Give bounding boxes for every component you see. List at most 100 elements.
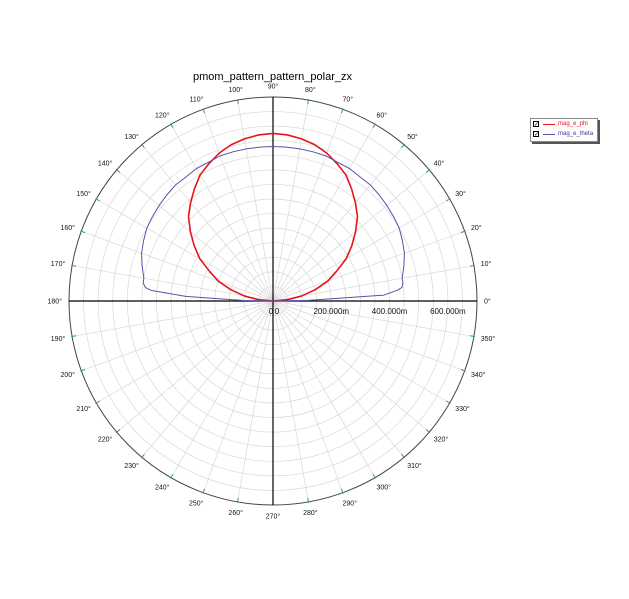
angle-tick-mark [340, 108, 344, 114]
grid-spoke [170, 300, 274, 478]
labels-layer: 0° 10° 20° 30° 40° 50° 60° 70° 80° 90° 100° 110° 120… [48, 83, 496, 521]
grid-spoke [96, 300, 274, 404]
angle-tick-label: 240° [155, 484, 170, 492]
radial-tick-label: 400.000m [372, 307, 408, 316]
angle-tick-mark [425, 429, 431, 434]
legend-label: mag_e_theta [558, 131, 594, 137]
legend-swatch-mag-e-theta [543, 134, 555, 135]
grid-spoke [202, 109, 274, 302]
angle-tick-label: 130° [124, 133, 139, 141]
legend: ✓ mag_e_phi ✓ mag_e_theta [530, 118, 598, 142]
angle-tick-label: 20° [471, 224, 482, 232]
angle-tick-label: 70° [343, 95, 354, 103]
angle-tick-label: 100° [228, 86, 243, 94]
grid-spoke [272, 300, 465, 372]
angle-tick-label: 340° [471, 371, 486, 379]
angle-tick-label: 180° [48, 298, 63, 306]
grid-spoke [272, 198, 450, 302]
legend-swatch-mag-e-phi [543, 124, 555, 125]
radial-tick-label: 0 [269, 307, 274, 316]
legend-checkbox-mag-e-phi[interactable]: ✓ [533, 121, 540, 128]
grid-spoke [72, 265, 274, 302]
angle-tick-label: 290° [343, 500, 358, 508]
angle-tick-label: 350° [481, 335, 496, 343]
angle-tick-label: 60° [377, 111, 388, 119]
grid-spoke [272, 300, 376, 478]
angle-tick-label: 120° [155, 111, 170, 119]
angle-tick-mark [307, 99, 310, 105]
grid-spoke [202, 300, 274, 493]
angle-tick-mark [115, 429, 121, 434]
angle-tick-mark [95, 198, 101, 202]
radial-tick-label: 0 [275, 307, 280, 316]
angle-tick-mark [445, 400, 451, 404]
grid-spoke [272, 300, 344, 493]
grid-spoke [237, 300, 274, 502]
angle-tick-label: 30° [455, 190, 466, 198]
angle-tick-mark [80, 230, 86, 234]
angle-tick-label: 80° [305, 86, 316, 94]
angle-tick-label: 190° [51, 335, 66, 343]
angle-tick-mark [307, 497, 310, 503]
angle-tick-label: 310° [407, 462, 422, 470]
angle-tick-label: 300° [377, 484, 392, 492]
grid-spoke [170, 124, 274, 302]
grid-spoke [116, 300, 274, 433]
grid-spoke [272, 100, 309, 302]
angle-tick-mark [372, 123, 376, 129]
angle-tick-label: 140° [98, 159, 113, 167]
angle-tick-mark [202, 108, 206, 114]
angle-tick-mark [445, 198, 451, 202]
angle-tick-label: 200° [60, 371, 75, 379]
angle-tick-mark [140, 143, 145, 149]
grid-spoke [272, 300, 450, 404]
grid-spoke [141, 300, 274, 458]
angle-tick-mark [372, 473, 376, 479]
angle-tick-label: 220° [98, 436, 113, 444]
legend-label: mag_e_phi [558, 121, 588, 127]
angle-tick-mark [460, 230, 466, 234]
grid-spoke [272, 230, 465, 302]
angle-tick-label: 330° [455, 405, 470, 413]
angle-ticks [71, 99, 475, 503]
legend-item-mag-e-theta[interactable]: ✓ mag_e_theta [533, 130, 597, 139]
angle-tick-label: 280° [303, 509, 318, 517]
legend-item-mag-e-phi[interactable]: ✓ mag_e_phi [533, 120, 597, 129]
grid-spoke [272, 265, 474, 302]
grid-spoke [96, 198, 274, 302]
angle-tick-mark [236, 497, 239, 503]
legend-checkbox-mag-e-theta[interactable]: ✓ [533, 131, 540, 138]
chart-title: pmom_pattern_pattern_polar_zx [193, 71, 352, 83]
angle-tick-label: 110° [190, 95, 204, 103]
series-line-mag-e-theta [141, 146, 405, 302]
angle-tick-label: 210° [76, 405, 91, 413]
angle-tick-mark [469, 335, 475, 338]
angle-tick-label: 160° [60, 224, 75, 232]
angle-tick-mark [340, 488, 344, 494]
angle-tick-mark [115, 168, 121, 173]
grid-spoke [272, 124, 376, 302]
grid-spoke [272, 300, 309, 502]
angle-tick-mark [95, 400, 101, 404]
angle-tick-label: 150° [76, 190, 91, 198]
grid-spoke [72, 300, 274, 337]
angle-tick-label: 0° [484, 298, 491, 306]
grid-spoke [272, 169, 430, 302]
angle-tick-mark [401, 453, 406, 459]
series-line-mag-e-phi [187, 132, 359, 302]
grid-spoke [81, 230, 274, 302]
angle-tick-label: 230° [124, 462, 139, 470]
grid-spoke [116, 169, 274, 302]
angle-tick-mark [80, 368, 86, 372]
angle-tick-mark [140, 453, 145, 459]
radial-tick-label: 600.000m [430, 307, 466, 316]
angle-tick-mark [425, 168, 431, 173]
angle-tick-mark [460, 368, 466, 372]
angle-tick-mark [202, 488, 206, 494]
grid-spoke [141, 144, 274, 302]
grid-spoke [272, 109, 344, 302]
angle-tick-label: 50° [407, 133, 418, 141]
angle-tick-label: 170° [51, 260, 66, 268]
angle-tick-mark [71, 335, 77, 338]
angle-tick-mark [170, 123, 174, 129]
